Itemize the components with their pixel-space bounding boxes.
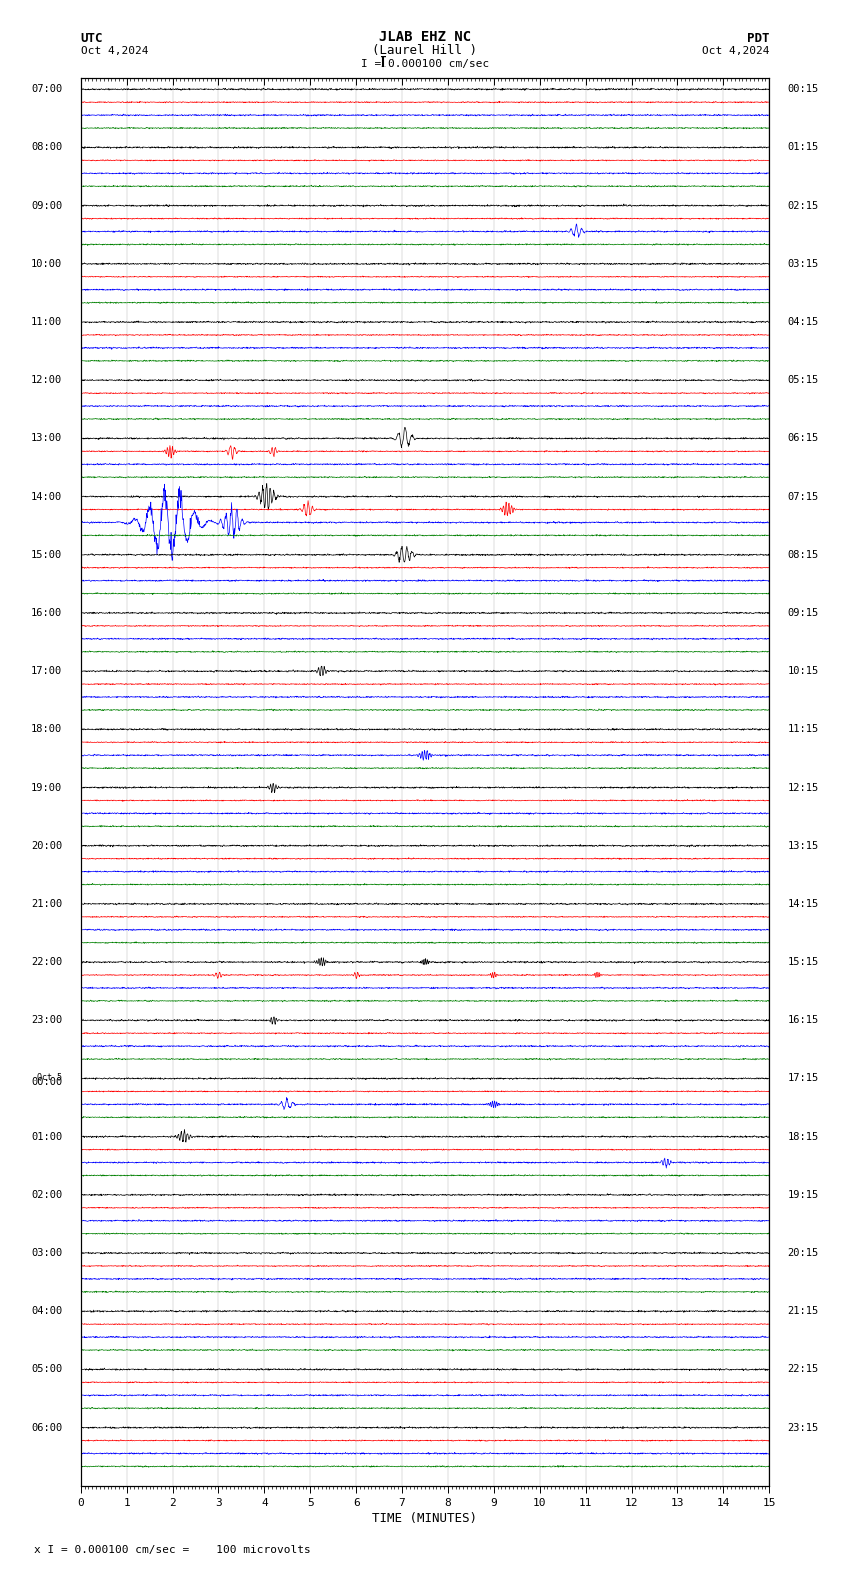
Text: Oct 4,2024: Oct 4,2024 bbox=[702, 46, 769, 55]
Text: 22:00: 22:00 bbox=[31, 957, 62, 968]
Text: 20:00: 20:00 bbox=[31, 841, 62, 851]
Text: 18:00: 18:00 bbox=[31, 724, 62, 735]
Text: 15:00: 15:00 bbox=[31, 550, 62, 559]
Text: 12:00: 12:00 bbox=[31, 375, 62, 385]
Text: 21:15: 21:15 bbox=[788, 1307, 819, 1316]
Text: 03:00: 03:00 bbox=[31, 1248, 62, 1258]
Text: 12:15: 12:15 bbox=[788, 782, 819, 792]
Text: 07:15: 07:15 bbox=[788, 491, 819, 502]
Text: PDT: PDT bbox=[747, 32, 769, 44]
Text: 00:00: 00:00 bbox=[31, 1077, 62, 1087]
Text: 10:00: 10:00 bbox=[31, 258, 62, 269]
Text: 13:00: 13:00 bbox=[31, 434, 62, 444]
Text: 10:15: 10:15 bbox=[788, 667, 819, 676]
Text: 04:15: 04:15 bbox=[788, 317, 819, 326]
Text: 05:15: 05:15 bbox=[788, 375, 819, 385]
Text: 16:00: 16:00 bbox=[31, 608, 62, 618]
Text: 13:15: 13:15 bbox=[788, 841, 819, 851]
Text: 01:15: 01:15 bbox=[788, 143, 819, 152]
Text: 19:15: 19:15 bbox=[788, 1190, 819, 1199]
Text: 14:15: 14:15 bbox=[788, 898, 819, 909]
Text: 01:00: 01:00 bbox=[31, 1131, 62, 1142]
Text: 17:00: 17:00 bbox=[31, 667, 62, 676]
Text: 20:15: 20:15 bbox=[788, 1248, 819, 1258]
Text: 22:15: 22:15 bbox=[788, 1364, 819, 1375]
Text: 04:00: 04:00 bbox=[31, 1307, 62, 1316]
Text: 11:00: 11:00 bbox=[31, 317, 62, 326]
Text: x I = 0.000100 cm/sec =    100 microvolts: x I = 0.000100 cm/sec = 100 microvolts bbox=[34, 1546, 311, 1555]
Text: JLAB EHZ NC: JLAB EHZ NC bbox=[379, 30, 471, 44]
Text: 08:00: 08:00 bbox=[31, 143, 62, 152]
X-axis label: TIME (MINUTES): TIME (MINUTES) bbox=[372, 1511, 478, 1525]
Text: 18:15: 18:15 bbox=[788, 1131, 819, 1142]
Text: 09:00: 09:00 bbox=[31, 201, 62, 211]
Text: 00:15: 00:15 bbox=[788, 84, 819, 95]
Text: Oct 4,2024: Oct 4,2024 bbox=[81, 46, 148, 55]
Text: 17:15: 17:15 bbox=[788, 1074, 819, 1083]
Text: 02:15: 02:15 bbox=[788, 201, 819, 211]
Text: 15:15: 15:15 bbox=[788, 957, 819, 968]
Text: Oct 5: Oct 5 bbox=[37, 1072, 62, 1082]
Text: 19:00: 19:00 bbox=[31, 782, 62, 792]
Text: (Laurel Hill ): (Laurel Hill ) bbox=[372, 44, 478, 57]
Text: I = 0.000100 cm/sec: I = 0.000100 cm/sec bbox=[361, 59, 489, 68]
Text: 07:00: 07:00 bbox=[31, 84, 62, 95]
Text: 09:15: 09:15 bbox=[788, 608, 819, 618]
Text: 14:00: 14:00 bbox=[31, 491, 62, 502]
Text: 11:15: 11:15 bbox=[788, 724, 819, 735]
Text: 23:00: 23:00 bbox=[31, 1015, 62, 1025]
Text: UTC: UTC bbox=[81, 32, 103, 44]
Text: 06:00: 06:00 bbox=[31, 1422, 62, 1432]
Text: 06:15: 06:15 bbox=[788, 434, 819, 444]
Text: 02:00: 02:00 bbox=[31, 1190, 62, 1199]
Text: 08:15: 08:15 bbox=[788, 550, 819, 559]
Text: 03:15: 03:15 bbox=[788, 258, 819, 269]
Text: 05:00: 05:00 bbox=[31, 1364, 62, 1375]
Text: 23:15: 23:15 bbox=[788, 1422, 819, 1432]
Text: 16:15: 16:15 bbox=[788, 1015, 819, 1025]
Text: 21:00: 21:00 bbox=[31, 898, 62, 909]
